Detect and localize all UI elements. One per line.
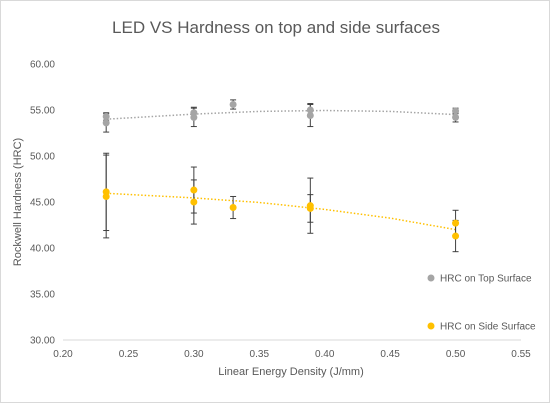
y-tick-label: 60.00 (30, 60, 55, 71)
y-tick-label: 30.00 (30, 336, 55, 347)
chart-title: LED VS Hardness on top and side surfaces (112, 18, 440, 37)
data-point-series-2 (190, 186, 198, 194)
data-point-series-2 (452, 232, 460, 240)
x-tick-label: 0.20 (53, 349, 73, 360)
data-point-series-1 (452, 113, 460, 121)
legend-marker (427, 322, 435, 330)
legend-marker (427, 274, 435, 282)
legend-label: HRC on Side Surface (440, 322, 536, 333)
y-tick-labels: 30.00 35.00 40.00 45.00 50.00 55.00 60.00 (30, 60, 55, 347)
x-tick-labels: 0.20 0.25 0.30 0.35 0.40 0.45 0.50 0.55 (53, 349, 531, 360)
data-point-series-2 (229, 204, 237, 212)
legend: HRC on Top Surface HRC on Side Surface (427, 274, 536, 333)
data-point-series-2 (190, 198, 198, 206)
y-tick-label: 50.00 (30, 152, 55, 163)
y-tick-label: 40.00 (30, 244, 55, 255)
y-tick-label: 35.00 (30, 290, 55, 301)
data-point-series-1 (229, 100, 237, 108)
x-tick-label: 0.30 (184, 349, 204, 360)
x-tick-label: 0.45 (380, 349, 400, 360)
trendline-series-2 (106, 192, 456, 231)
data-point-series-2 (306, 204, 314, 212)
legend-label: HRC on Top Surface (440, 274, 532, 285)
data-point-series-2 (102, 192, 110, 200)
data-points (102, 100, 460, 240)
trendlines (106, 109, 456, 231)
data-point-series-2 (452, 219, 460, 227)
y-tick-label: 45.00 (30, 198, 55, 209)
x-tick-label: 0.50 (446, 349, 466, 360)
trendline-series-1 (106, 109, 456, 120)
data-point-series-1 (452, 107, 460, 115)
y-tick-label: 55.00 (30, 106, 55, 117)
x-tick-label: 0.25 (119, 349, 139, 360)
x-axis-title: Linear Energy Density (J/mm) (218, 366, 364, 378)
y-axis-title: Rockwell Hardness (HRC) (12, 138, 24, 266)
data-point-series-1 (102, 112, 110, 120)
data-point-series-1 (190, 113, 198, 121)
data-point-series-1 (306, 106, 314, 114)
x-tick-label: 0.40 (315, 349, 335, 360)
data-point-series-1 (102, 119, 110, 127)
x-tick-label: 0.55 (511, 349, 531, 360)
error-bars (103, 99, 459, 253)
x-tick-label: 0.35 (250, 349, 270, 360)
data-point-series-1 (306, 112, 314, 120)
